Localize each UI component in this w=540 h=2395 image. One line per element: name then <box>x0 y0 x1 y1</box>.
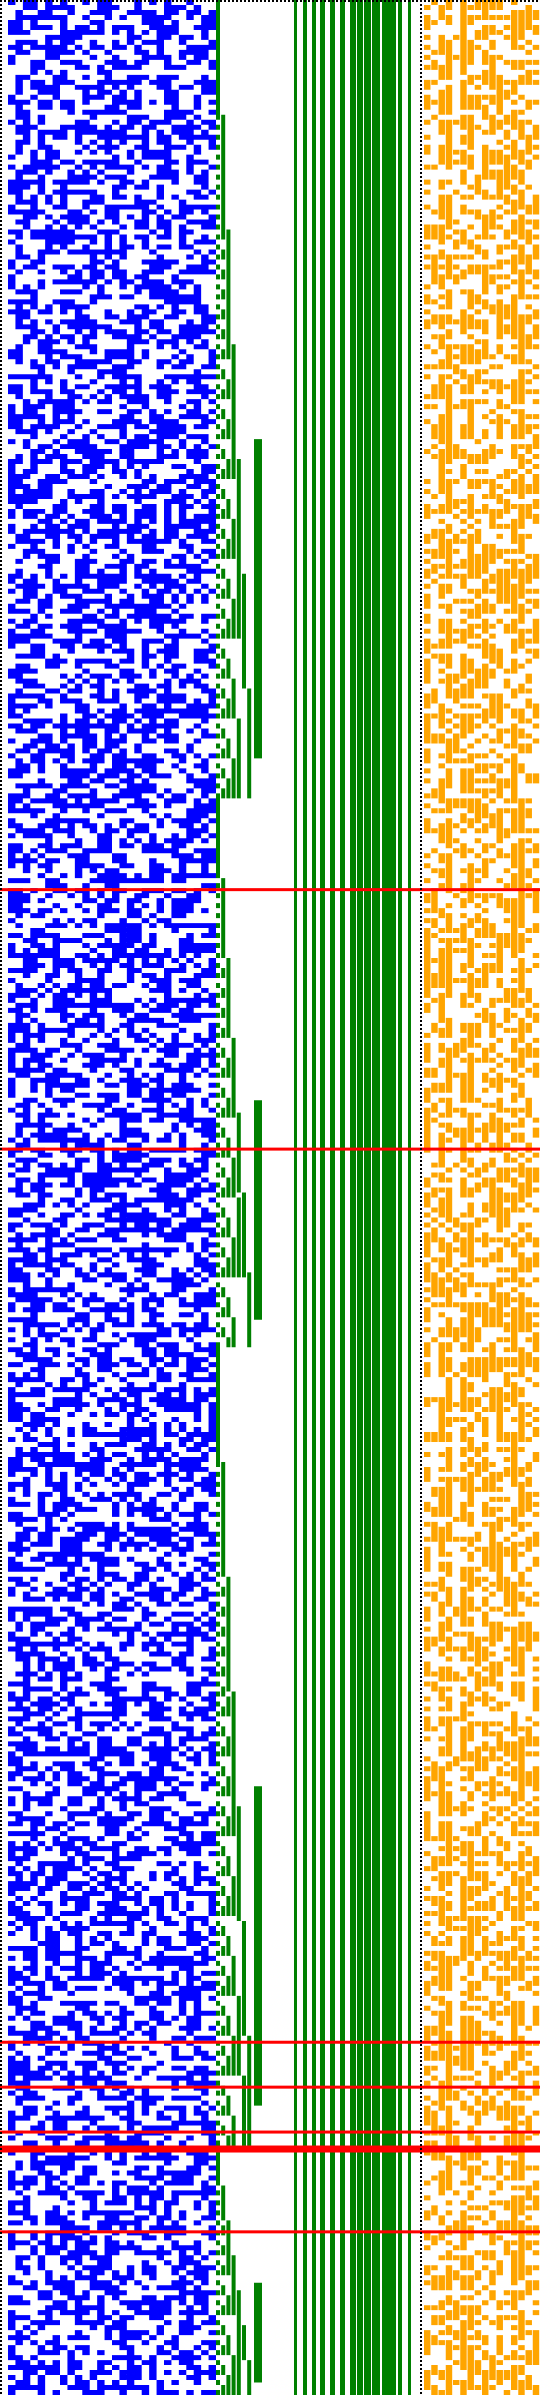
green-column <box>364 0 371 2395</box>
red-marker-line <box>0 2230 540 2234</box>
green-staircase <box>216 0 262 2395</box>
green-column <box>398 0 402 2395</box>
orange-sparse-grid <box>424 0 540 2395</box>
top-dotted-border <box>0 0 538 2</box>
red-marker-lines <box>0 888 540 2234</box>
red-marker-line <box>0 2085 540 2089</box>
green-column <box>294 0 297 2395</box>
green-column <box>357 0 363 2395</box>
green-column <box>382 0 390 2395</box>
red-marker-line <box>0 2130 540 2134</box>
green-column <box>320 0 325 2395</box>
separator-dotted-border <box>420 0 422 2394</box>
red-marker-line <box>0 2040 540 2044</box>
green-column <box>330 0 335 2395</box>
blue-bit-grid <box>8 0 216 2395</box>
red-marker-line <box>0 2145 540 2153</box>
green-column <box>303 0 307 2395</box>
green-vertical-columns <box>294 0 411 2395</box>
staircase-steps <box>216 0 262 2395</box>
green-column <box>340 0 345 2395</box>
green-column <box>408 0 411 2395</box>
left-dotted-border <box>0 0 2 2394</box>
red-marker-line <box>0 1147 540 1151</box>
green-column <box>312 0 316 2395</box>
green-column <box>350 0 356 2395</box>
orange-bits <box>424 0 540 2395</box>
blue-bits <box>8 0 216 2395</box>
green-column <box>388 0 396 2395</box>
red-marker-line <box>0 888 540 892</box>
green-column <box>372 0 380 2395</box>
